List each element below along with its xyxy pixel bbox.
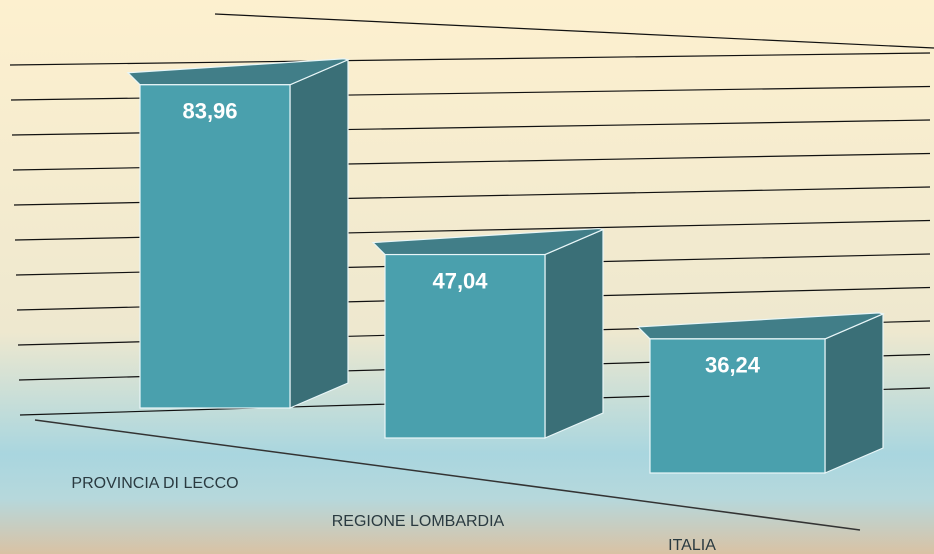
bar [126,58,350,409]
value-label: 83,96 [182,99,237,124]
x-tick-label: REGIONE LOMBARDIA [332,513,505,530]
grid-line [9,52,931,66]
x-tick-label: ITALIA [668,537,716,554]
bar-top [371,227,605,256]
x-tick-label: PROVINCIA DI LECCO [71,475,238,492]
bar-side [289,58,349,409]
bar-top [636,312,885,340]
bar [371,227,605,439]
bar [636,312,885,474]
bar-front [139,84,291,409]
floor-edge [34,419,861,531]
bar-top [126,58,350,86]
back-wall-edge [214,13,934,49]
bar-front [384,253,546,439]
bar-side [544,228,604,439]
value-label: 36,24 [705,353,761,378]
bar-front [649,338,826,474]
bar-side [824,313,884,474]
value-label: 47,04 [432,268,488,293]
